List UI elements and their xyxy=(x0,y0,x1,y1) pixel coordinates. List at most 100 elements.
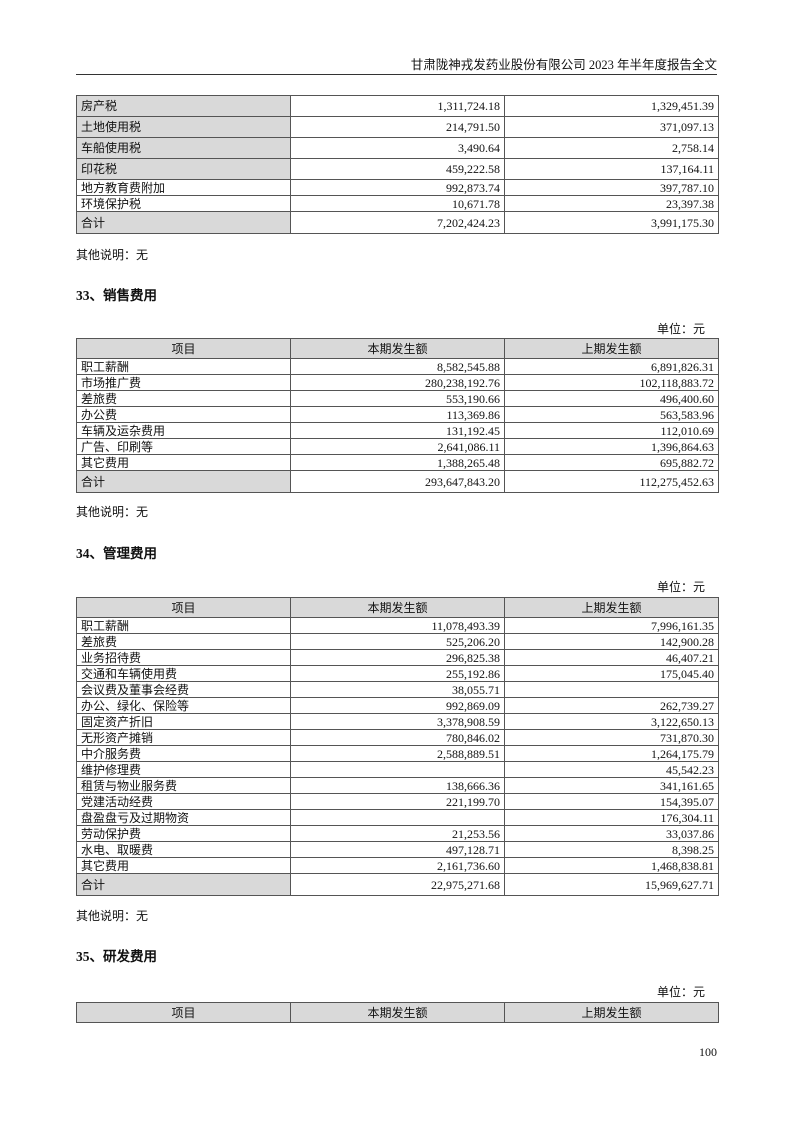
table-row: 环境保护税 10,671.78 23,397.38 xyxy=(76,195,719,212)
section-35-title: 35、研发费用 xyxy=(76,949,157,964)
prior-period-value: 6,891,826.31 xyxy=(504,358,719,375)
row-label: 办公费 xyxy=(76,406,291,423)
total-row: 合计 7,202,424.23 3,991,175.30 xyxy=(76,211,719,234)
current-period-value: 8,582,545.88 xyxy=(290,358,505,375)
table-row: 无形资产摊销 780,846.02 731,870.30 xyxy=(76,729,719,746)
prior-period-value: 112,275,452.63 xyxy=(504,470,719,493)
prior-period-value: 731,870.30 xyxy=(504,729,719,746)
table-row: 广告、印刷等 2,641,086.11 1,396,864.63 xyxy=(76,438,719,455)
prior-period-value: 176,304.11 xyxy=(504,809,719,826)
table-row: 办公、绿化、保险等 992,869.09 262,739.27 xyxy=(76,697,719,714)
row-label: 劳动保护费 xyxy=(76,825,291,842)
prior-period-value: 15,969,627.71 xyxy=(504,873,719,896)
admin-expense-table: 项目 本期发生额 上期发生额 职工薪酬 11,078,493.39 7,996,161.3… xyxy=(76,597,719,896)
section-33-note: 其他说明：无 xyxy=(76,505,149,519)
current-period-value: 553,190.66 xyxy=(290,390,505,407)
table-row: 党建活动经费 221,199.70 154,395.07 xyxy=(76,793,719,810)
current-period-value: 221,199.70 xyxy=(290,793,505,810)
row-label: 土地使用税 xyxy=(76,116,291,138)
table-row: 租赁与物业服务费 138,666.36 341,161.65 xyxy=(76,777,719,794)
selling-expense-table: 项目 本期发生额 上期发生额 职工薪酬 8,582,545.88 6,891,826.31… xyxy=(76,338,719,493)
row-label: 交通和车辆使用费 xyxy=(76,665,291,682)
prior-period-value: 496,400.60 xyxy=(504,390,719,407)
table-row: 劳动保护费 21,253.56 33,037.86 xyxy=(76,825,719,842)
total-row: 合计 22,975,271.68 15,969,627.71 xyxy=(76,873,719,896)
current-period-value: 2,641,086.11 xyxy=(290,438,505,455)
table-row: 地方教育费附加 992,873.74 397,787.10 xyxy=(76,179,719,196)
row-label: 广告、印刷等 xyxy=(76,438,291,455)
prior-period-value: 45,542.23 xyxy=(504,761,719,778)
row-label: 车船使用税 xyxy=(76,137,291,159)
table-row: 会议费及董事会经费 38,055.71 xyxy=(76,681,719,698)
row-label: 中介服务费 xyxy=(76,745,291,762)
current-period-value: 38,055.71 xyxy=(290,681,505,698)
table-row: 印花税 459,222.58 137,164.11 xyxy=(76,158,719,180)
row-label: 差旅费 xyxy=(76,390,291,407)
row-label: 会议费及董事会经费 xyxy=(76,681,291,698)
section-34-unit: 单位：元 xyxy=(656,580,705,594)
rd-expense-table: 项目 本期发生额 上期发生额 xyxy=(76,1002,719,1023)
prior-period-value: 102,118,883.72 xyxy=(504,374,719,391)
prior-period-value: 137,164.11 xyxy=(504,158,719,180)
table-header-row: 项目 本期发生额 上期发生额 xyxy=(76,597,719,618)
column-header: 项目 xyxy=(76,597,291,618)
current-period-value: 21,253.56 xyxy=(290,825,505,842)
prior-period-value: 563,583.96 xyxy=(504,406,719,423)
prior-period-value: 3,122,650.13 xyxy=(504,713,719,730)
table-row: 交通和车辆使用费 255,192.86 175,045.40 xyxy=(76,665,719,682)
row-label: 租赁与物业服务费 xyxy=(76,777,291,794)
row-label: 办公、绿化、保险等 xyxy=(76,697,291,714)
row-label: 职工薪酬 xyxy=(76,617,291,634)
row-label: 差旅费 xyxy=(76,633,291,650)
row-label: 水电、取暖费 xyxy=(76,841,291,858)
row-label: 市场推广费 xyxy=(76,374,291,391)
table-row: 车辆及运杂费用 131,192.45 112,010.69 xyxy=(76,422,719,439)
prior-period-value: 371,097.13 xyxy=(504,116,719,138)
current-period-value: 1,388,265.48 xyxy=(290,454,505,471)
table-row: 差旅费 525,206.20 142,900.28 xyxy=(76,633,719,650)
table-row: 市场推广费 280,238,192.76 102,118,883.72 xyxy=(76,374,719,391)
row-label: 合计 xyxy=(76,873,291,896)
column-header: 本期发生额 xyxy=(290,597,505,618)
column-header: 本期发生额 xyxy=(290,1002,505,1023)
table-row: 职工薪酬 8,582,545.88 6,891,826.31 xyxy=(76,358,719,375)
current-period-value: 214,791.50 xyxy=(290,116,505,138)
prior-period-value: 1,264,175.79 xyxy=(504,745,719,762)
current-period-value: 280,238,192.76 xyxy=(290,374,505,391)
table-row: 业务招待费 296,825.38 46,407.21 xyxy=(76,649,719,666)
column-header: 项目 xyxy=(76,1002,291,1023)
column-header: 项目 xyxy=(76,338,291,359)
current-period-value: 3,378,908.59 xyxy=(290,713,505,730)
current-period-value: 2,161,736.60 xyxy=(290,857,505,874)
current-period-value: 7,202,424.23 xyxy=(290,211,505,234)
row-label: 党建活动经费 xyxy=(76,793,291,810)
row-label: 车辆及运杂费用 xyxy=(76,422,291,439)
prior-period-value: 1,468,838.81 xyxy=(504,857,719,874)
table-row: 固定资产折旧 3,378,908.59 3,122,650.13 xyxy=(76,713,719,730)
table-row: 办公费 113,369.86 563,583.96 xyxy=(76,406,719,423)
column-header: 上期发生额 xyxy=(504,1002,719,1023)
current-period-value: 255,192.86 xyxy=(290,665,505,682)
row-label: 职工薪酬 xyxy=(76,358,291,375)
prior-period-value: 1,396,864.63 xyxy=(504,438,719,455)
row-label: 维护修理费 xyxy=(76,761,291,778)
table-row: 盘盈盘亏及过期物资 176,304.11 xyxy=(76,809,719,826)
current-period-value: 1,311,724.18 xyxy=(290,95,505,117)
column-header: 上期发生额 xyxy=(504,338,719,359)
prior-period-value: 46,407.21 xyxy=(504,649,719,666)
row-label: 盘盈盘亏及过期物资 xyxy=(76,809,291,826)
current-period-value: 992,873.74 xyxy=(290,179,505,196)
table-header-row: 项目 本期发生额 上期发生额 xyxy=(76,1002,719,1023)
section-33-unit: 单位：元 xyxy=(656,322,705,336)
current-period-value: 3,490.64 xyxy=(290,137,505,159)
column-header: 上期发生额 xyxy=(504,597,719,618)
table-row: 职工薪酬 11,078,493.39 7,996,161.35 xyxy=(76,617,719,634)
section-35-unit: 单位：元 xyxy=(656,985,705,999)
prior-period-value: 397,787.10 xyxy=(504,179,719,196)
prior-period-value: 8,398.25 xyxy=(504,841,719,858)
row-label: 合计 xyxy=(76,470,291,493)
section-34-note: 其他说明：无 xyxy=(76,909,149,923)
prior-period-value: 112,010.69 xyxy=(504,422,719,439)
row-label: 环境保护税 xyxy=(76,195,291,212)
total-row: 合计 293,647,843.20 112,275,452.63 xyxy=(76,470,719,493)
